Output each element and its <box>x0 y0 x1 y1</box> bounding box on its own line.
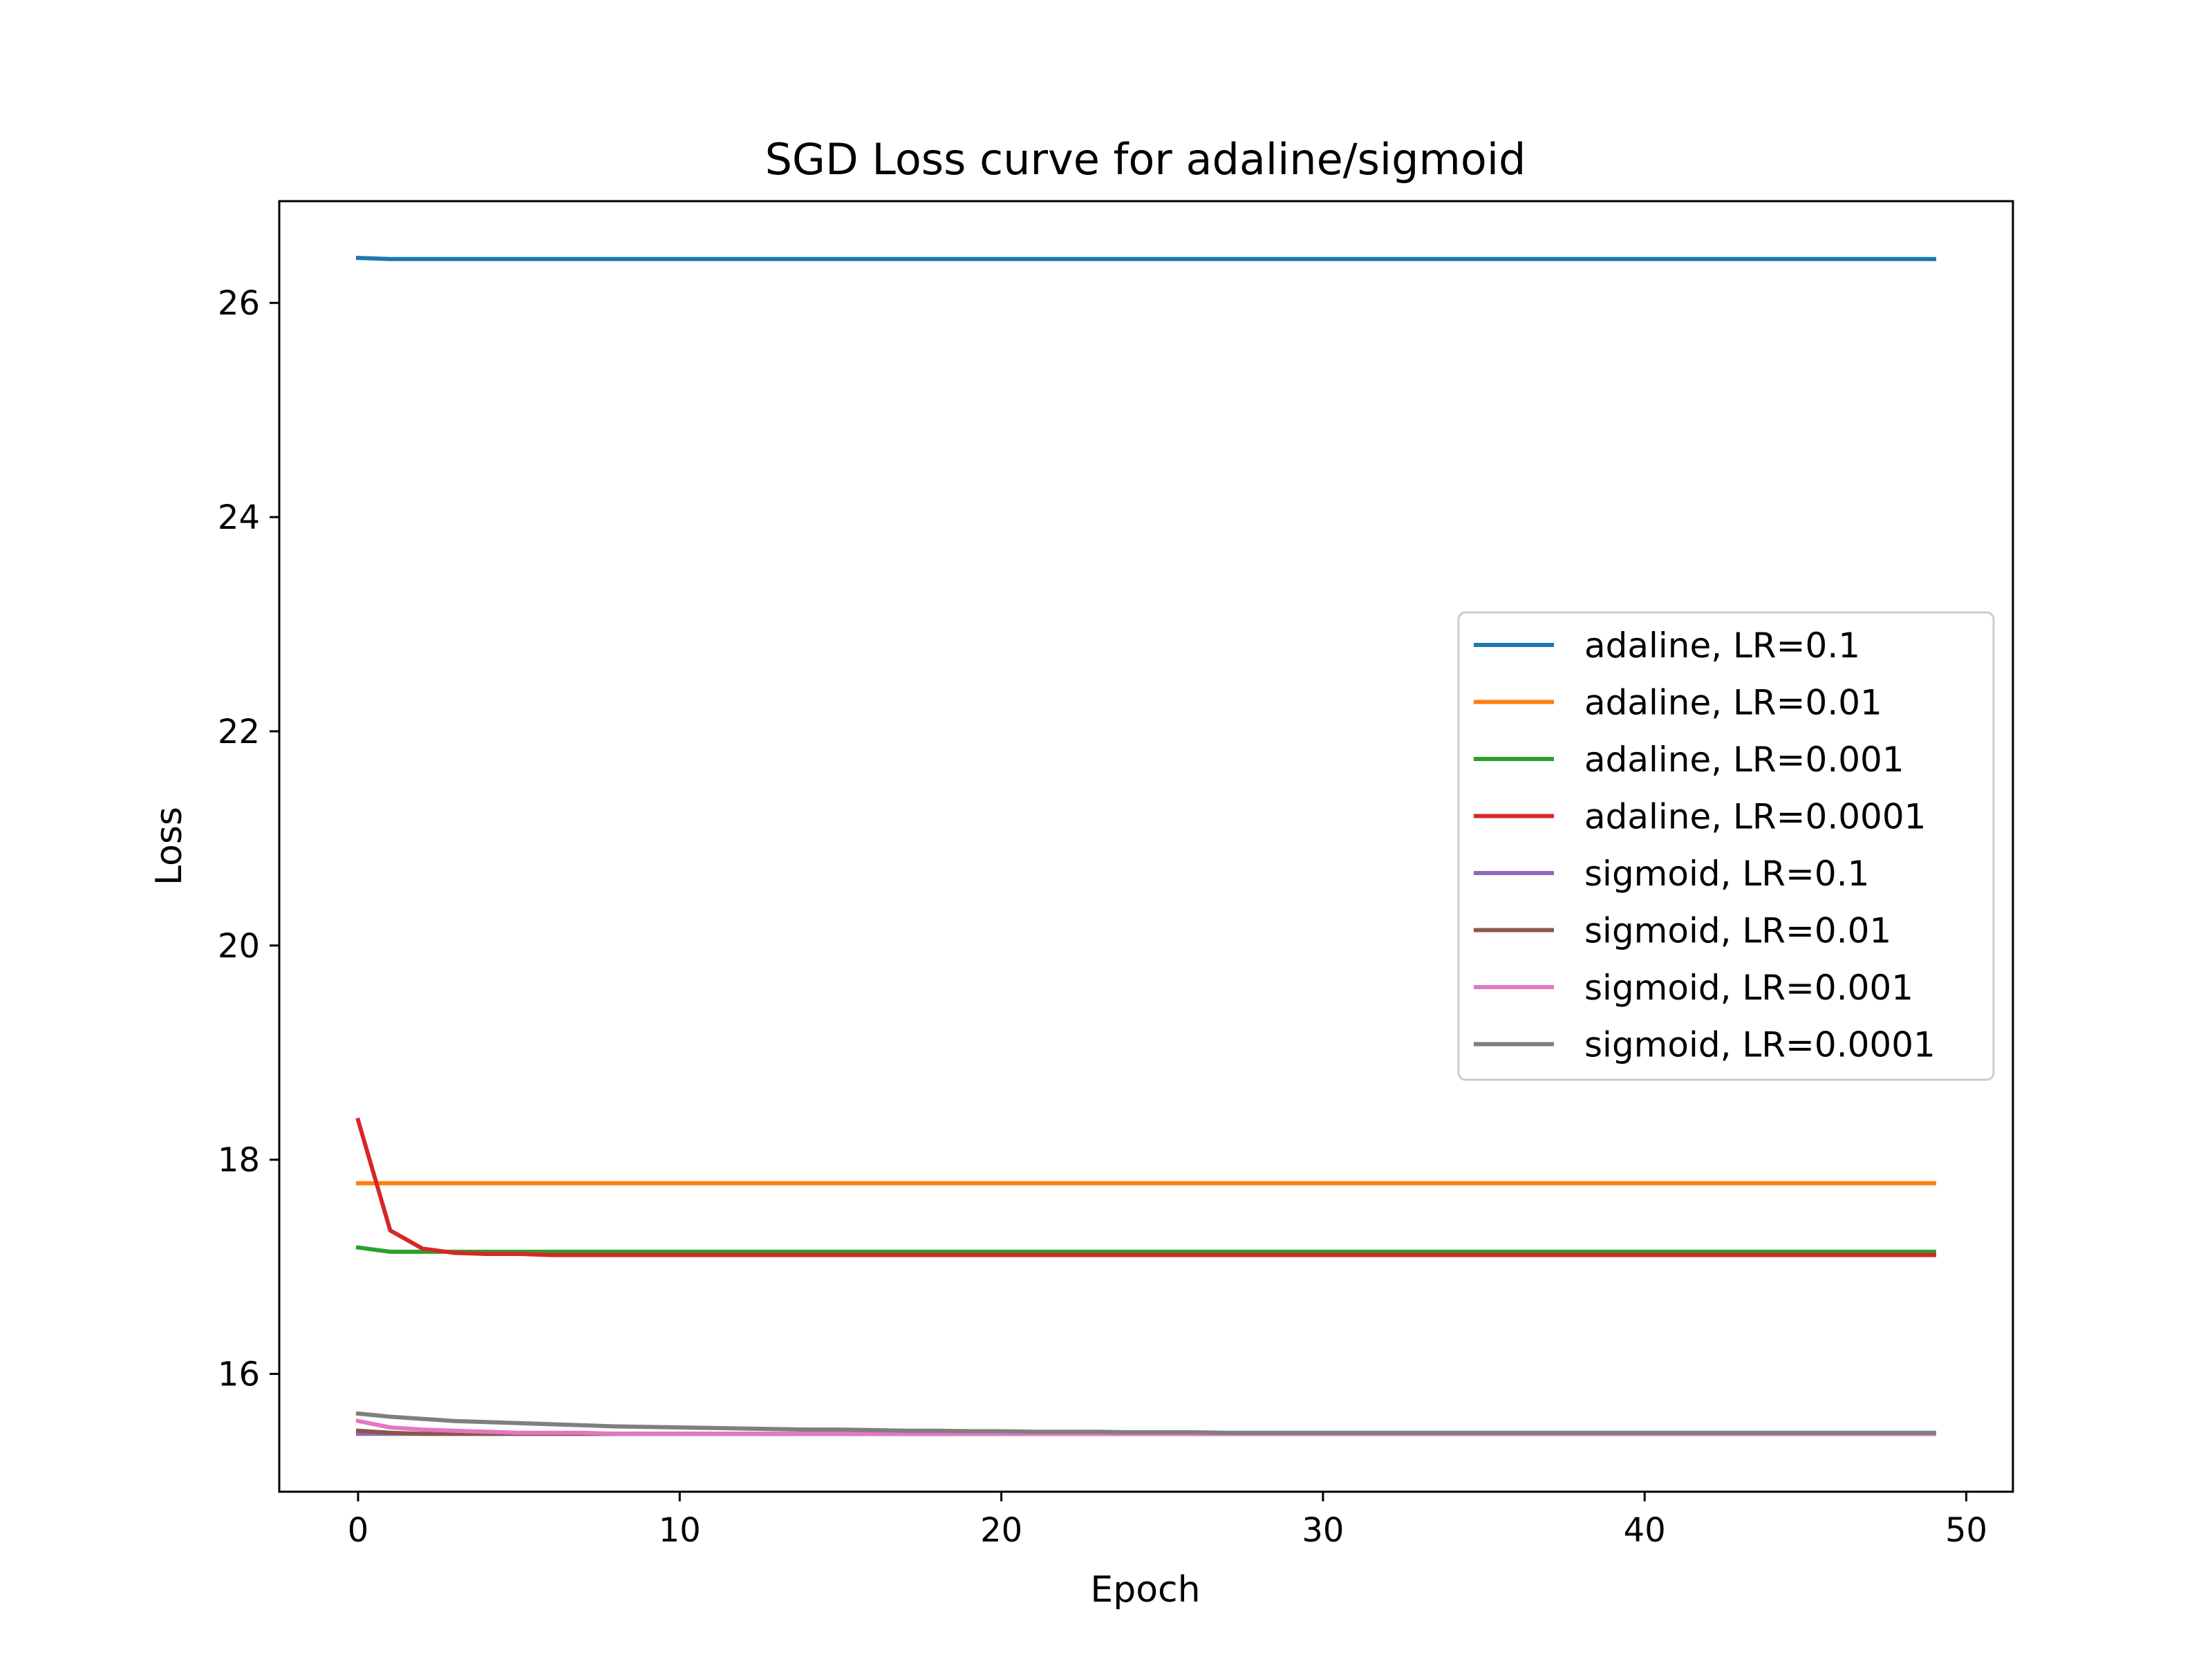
legend-label-adaline-lr-0-0001: adaline, LR=0.0001 <box>1584 797 1926 837</box>
legend-label-sigmoid-lr-0-1: sigmoid, LR=0.1 <box>1584 854 1869 894</box>
x-axis-ticks: 0 10 20 30 40 50 <box>348 1492 1987 1550</box>
series-line-adaline-lr-0-0001 <box>355 1117 1936 1257</box>
legend-label-sigmoid-lr-0-0001: sigmoid, LR=0.0001 <box>1584 1025 1936 1065</box>
legend-label-adaline-lr-0-01: adaline, LR=0.01 <box>1584 683 1882 723</box>
y-tick-label: 16 <box>218 1356 260 1394</box>
x-tick-label: 30 <box>1302 1511 1344 1550</box>
legend-label-sigmoid-lr-0-01: sigmoid, LR=0.01 <box>1584 911 1891 951</box>
y-tick-label: 24 <box>218 498 260 537</box>
x-tick-label: 10 <box>659 1511 701 1550</box>
plot-frame <box>278 200 2014 1493</box>
x-tick-label: 0 <box>348 1511 369 1550</box>
legend-label-adaline-lr-0-001: adaline, LR=0.001 <box>1584 740 1904 780</box>
y-tick-label: 18 <box>218 1141 260 1180</box>
series-line-adaline-lr-0-1 <box>355 255 1936 261</box>
legend-items: adaline, LR=0.1 adaline, LR=0.01 adaline, … <box>1474 626 1936 1065</box>
chart-title: SGD Loss curve for adaline/sigmoid <box>765 134 1526 185</box>
legend: adaline, LR=0.1 adaline, LR=0.01 adaline, … <box>1457 611 1995 1081</box>
y-axis-label: Loss <box>149 807 190 885</box>
y-tick-label: 26 <box>218 284 260 323</box>
series-layer <box>355 255 1936 1436</box>
y-tick-label: 22 <box>218 713 260 751</box>
legend-label-adaline-lr-0-1: adaline, LR=0.1 <box>1584 626 1860 666</box>
y-tick-label: 20 <box>218 927 260 966</box>
y-axis-ticks: 16 18 20 22 24 26 <box>218 284 279 1394</box>
x-tick-label: 50 <box>1945 1511 1987 1550</box>
legend-label-sigmoid-lr-0-001: sigmoid, LR=0.001 <box>1584 968 1913 1008</box>
x-tick-label: 20 <box>980 1511 1022 1550</box>
x-axis-label: Epoch <box>1090 1569 1200 1611</box>
legend-box <box>1457 611 1995 1081</box>
x-tick-label: 40 <box>1624 1511 1666 1550</box>
series-line-adaline-lr-0-001 <box>355 1245 1936 1254</box>
series-line-sigmoid-lr-0-0001 <box>355 1411 1936 1435</box>
